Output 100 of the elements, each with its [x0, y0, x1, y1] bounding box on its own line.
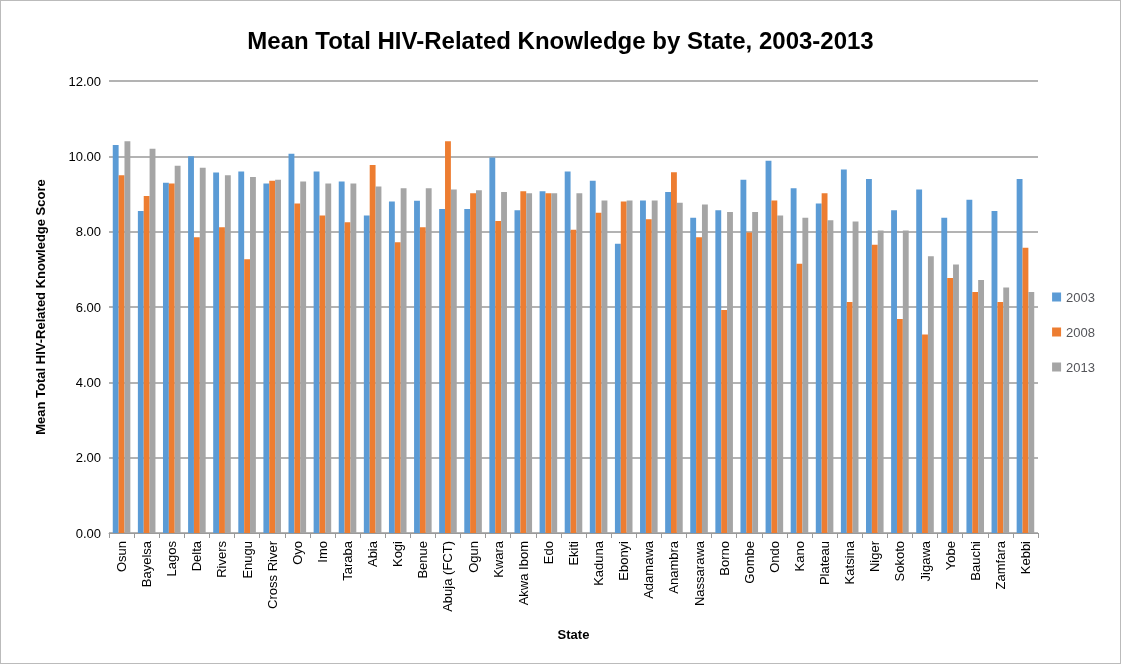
bar: [193, 237, 200, 533]
x-tick-label: Taraba: [340, 540, 356, 581]
bar: [520, 191, 527, 533]
x-axis-title: State: [557, 627, 590, 642]
bar: [495, 221, 502, 533]
bar: [790, 188, 797, 533]
bar: [219, 227, 225, 533]
y-tick-label: 4.00: [75, 374, 101, 390]
bar: [966, 199, 973, 533]
x-tick-label: Ebonyi: [616, 540, 632, 581]
bar: [470, 193, 476, 533]
legend-label: 2008: [1066, 324, 1095, 340]
bar: [896, 319, 903, 533]
bar: [143, 195, 150, 533]
x-tick-label: Kebbi: [1017, 540, 1033, 575]
x-tick-label: Abia: [365, 540, 381, 568]
bar: [419, 227, 426, 533]
bar: [972, 291, 979, 533]
x-tick-label: Cross River: [264, 540, 280, 609]
x-tick-label: Lagos: [164, 540, 180, 577]
bar: [168, 183, 175, 533]
y-tick-label: 8.00: [75, 224, 101, 240]
bar: [614, 243, 621, 533]
x-tick-label: Niger: [867, 540, 883, 573]
chart-title: Mean Total HIV-Related Knowledge by State, 2003-2013: [247, 26, 874, 54]
x-tick-label: Zamfara: [992, 540, 1008, 590]
x-tick-label: Osun: [114, 541, 130, 573]
bar: [1016, 178, 1023, 533]
x-tick-label: Ogun: [465, 541, 481, 573]
bar: [740, 179, 747, 533]
bar: [394, 242, 401, 533]
bar: [137, 210, 144, 533]
x-tick-label: Benue: [415, 541, 431, 579]
bar: [294, 203, 301, 533]
x-tick-label: Akwa Ibom: [515, 541, 531, 606]
bar: [620, 201, 627, 533]
x-tick-label: Adamawa: [641, 540, 657, 599]
bar: [771, 200, 778, 533]
bar: [916, 189, 923, 533]
x-tick-label: Jigawa: [917, 540, 933, 582]
x-tick-label: Kogi: [390, 540, 406, 568]
x-tick-label: Bauchi: [967, 540, 983, 581]
x-tick-label: Sokoto: [892, 541, 908, 582]
bar: [815, 203, 822, 533]
bar: [238, 171, 245, 533]
bar: [445, 141, 451, 533]
bar: [414, 200, 420, 533]
x-tick-label: Nassarawa: [691, 540, 707, 607]
bar: [589, 180, 596, 533]
x-tick-label: Edo: [540, 541, 556, 565]
x-tick-label: Gombe: [741, 541, 757, 584]
bar: [645, 219, 652, 533]
bar: [941, 217, 948, 533]
bar: [269, 180, 276, 533]
bar: [514, 210, 521, 533]
x-tick-label: Yobe: [942, 541, 958, 571]
bar: [338, 181, 345, 533]
bar: [866, 178, 872, 533]
x-tick-label: Kwara: [490, 540, 506, 578]
bar: [244, 259, 251, 533]
y-tick-label: 6.00: [75, 299, 101, 315]
x-tick-label: Plateau: [817, 541, 833, 586]
bar: [922, 334, 928, 533]
x-tick-label: Kaduna: [591, 540, 607, 586]
x-tick-label: Ondo: [766, 541, 782, 573]
bar: [696, 237, 702, 533]
bar: [363, 215, 370, 533]
bar: [721, 310, 728, 533]
x-tick-label: Imo: [314, 541, 330, 563]
legend-label: 2013: [1066, 359, 1095, 375]
bar: [162, 182, 169, 533]
bar: [464, 209, 471, 533]
bar: [369, 165, 376, 533]
x-tick-label: Ekiti: [566, 540, 581, 566]
bar: [640, 200, 646, 533]
bar: [388, 201, 395, 533]
bar: [595, 212, 602, 533]
bar: [840, 169, 847, 533]
y-tick-label: 10.00: [68, 148, 101, 164]
bar: [871, 244, 878, 533]
bar: [545, 193, 552, 533]
bar: [665, 192, 671, 533]
x-tick-label: Bayelsa: [139, 540, 155, 588]
bar: [319, 215, 326, 533]
legend-label: 2003: [1066, 289, 1095, 305]
bar: [891, 210, 897, 533]
x-tick-label: Rivers: [214, 540, 230, 578]
bar: [997, 302, 1004, 533]
y-tick-label: 12.00: [68, 73, 101, 89]
x-tick-label: Enugu: [239, 541, 255, 579]
y-tick-label: 0.00: [75, 525, 101, 541]
bar: [746, 232, 753, 533]
bar: [213, 172, 220, 533]
bar: [947, 278, 954, 533]
bar: [821, 193, 828, 533]
x-tick-label: Anambra: [666, 540, 682, 594]
y-tick-label: 2.00: [75, 450, 101, 466]
y-axis-title: Mean Total HIV-Related Knowledge Score: [33, 179, 48, 435]
bar: [671, 172, 677, 533]
bar: [564, 171, 571, 533]
